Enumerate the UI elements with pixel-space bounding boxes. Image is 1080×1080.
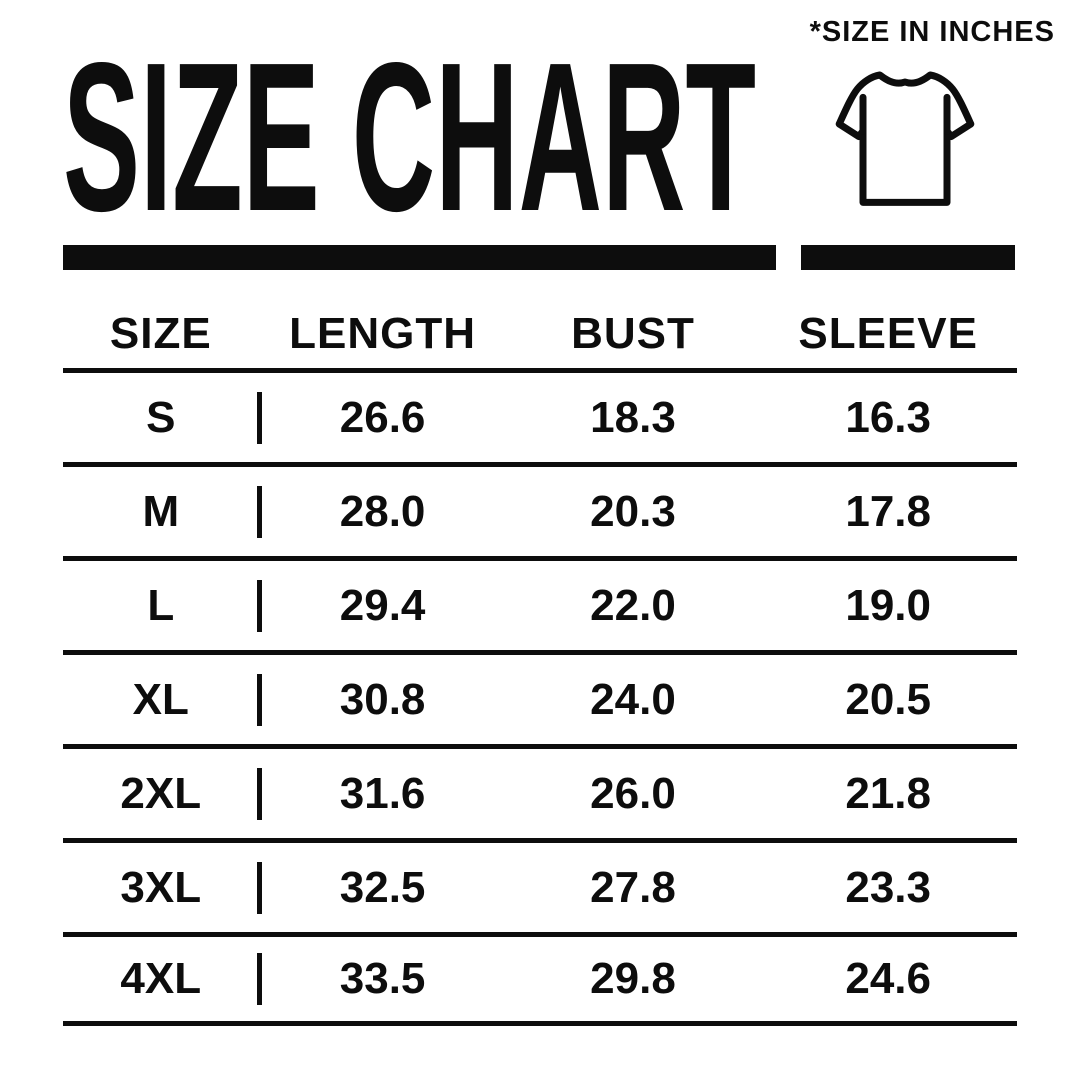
size-label: L: [147, 580, 175, 630]
column-header-size: SIZE: [109, 309, 212, 358]
bust-value: 26.0: [590, 768, 676, 818]
row-divider-tick: [256, 953, 262, 1005]
row-divider-tick: [256, 579, 262, 632]
length-value: 29.4: [339, 580, 426, 630]
table-row: 3XL 32.5 27.8 23.3: [63, 838, 1017, 932]
sleeve-value: 21.8: [845, 768, 931, 818]
tshirt-icon: [835, 71, 975, 206]
column-header-bust: BUST: [571, 309, 695, 358]
table-row: L 29.4 22.0 19.0: [63, 556, 1017, 650]
bust-value: 24.0: [590, 674, 676, 724]
table-row: 4XL 33.5 29.8 24.6: [63, 932, 1017, 1026]
row-divider-tick: [256, 767, 262, 820]
table-row: M 28.0 20.3 17.8: [63, 462, 1017, 556]
size-label: M: [142, 486, 180, 536]
sleeve-value: 23.3: [845, 862, 931, 912]
divider-bar-right: [801, 245, 1015, 270]
table-row: XL 30.8 24.0 20.5: [63, 650, 1017, 744]
sleeve-value: 24.6: [845, 954, 931, 1003]
bust-value: 27.8: [590, 862, 676, 912]
sleeve-value: 20.5: [845, 674, 931, 724]
sleeve-value: 16.3: [845, 392, 931, 442]
length-value: 28.0: [339, 486, 426, 536]
size-label: 4XL: [120, 954, 202, 1003]
column-header-length: LENGTH: [289, 309, 477, 358]
size-table: SIZE LENGTH BUST SLEEVE S 26.6 18.3 16.3…: [63, 300, 1017, 1026]
length-value: 32.5: [339, 862, 426, 912]
length-value: 33.5: [339, 954, 426, 1003]
sleeve-value: 17.8: [845, 486, 931, 536]
length-value: 31.6: [339, 768, 426, 818]
bust-value: 22.0: [590, 580, 676, 630]
table-row: S 26.6 18.3 16.3: [63, 368, 1017, 462]
bust-value: 29.8: [590, 954, 676, 1003]
row-divider-tick: [256, 673, 262, 726]
sleeve-value: 19.0: [845, 580, 931, 630]
table-row: 2XL 31.6 26.0 21.8: [63, 744, 1017, 838]
table-header-row: SIZE LENGTH BUST SLEEVE: [63, 300, 1017, 368]
row-divider-tick: [256, 861, 262, 914]
bust-value: 18.3: [590, 392, 676, 442]
length-value: 30.8: [339, 674, 426, 724]
row-divider-tick: [256, 485, 262, 538]
divider-bar-left: [63, 245, 776, 270]
units-note: *SIZE IN INCHES: [809, 16, 1055, 48]
size-label: XL: [132, 674, 189, 724]
size-label: S: [146, 392, 176, 442]
bust-value: 20.3: [590, 486, 676, 536]
page-title: SIZE CHART: [63, 18, 756, 255]
size-label: 2XL: [120, 768, 202, 818]
length-value: 26.6: [339, 392, 426, 442]
size-label: 3XL: [120, 862, 202, 912]
row-divider-tick: [256, 391, 262, 444]
page-title-svg: SIZE CHART: [63, 18, 756, 255]
column-header-sleeve: SLEEVE: [798, 309, 978, 358]
header: SIZE CHART *SIZE IN INCHES: [63, 0, 1054, 300]
